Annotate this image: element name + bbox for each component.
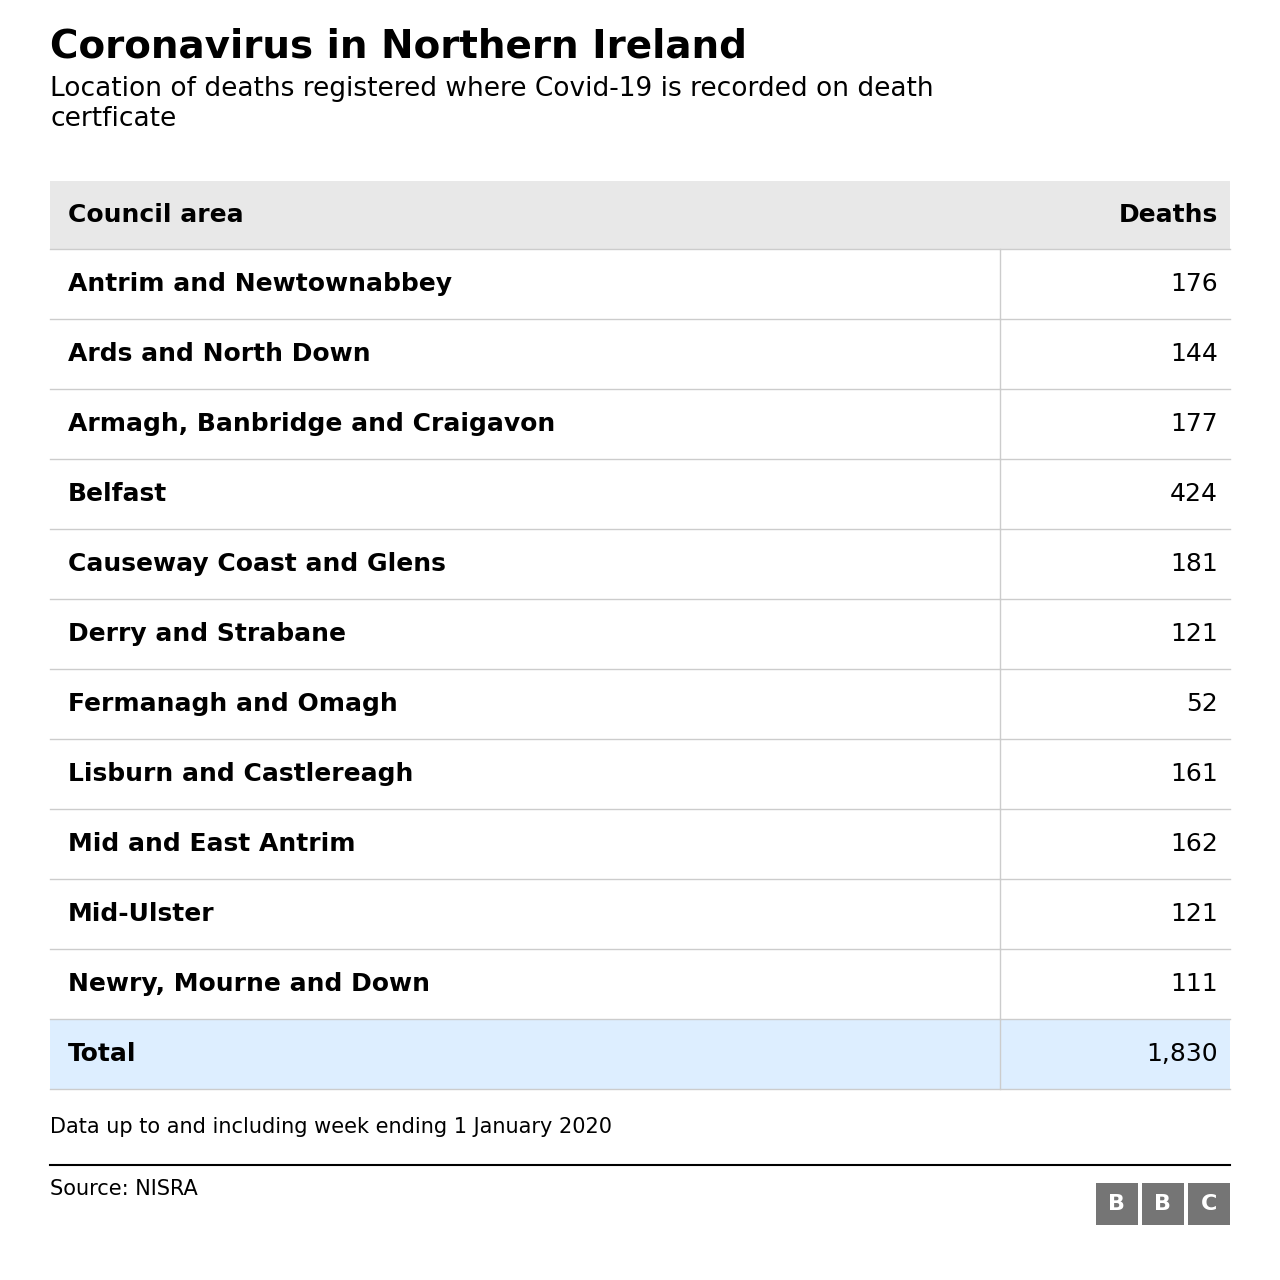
Text: Council area: Council area <box>68 204 243 227</box>
Text: Coronavirus in Northern Ireland: Coronavirus in Northern Ireland <box>50 28 748 67</box>
Bar <box>50 739 1230 809</box>
Text: Armagh, Banbridge and Craigavon: Armagh, Banbridge and Craigavon <box>68 412 556 436</box>
Text: Belfast: Belfast <box>68 483 168 506</box>
Text: 181: 181 <box>1170 552 1219 576</box>
Bar <box>50 948 1230 1019</box>
Text: Location of deaths registered where Covid-19 is recorded on death
certficate: Location of deaths registered where Covi… <box>50 76 933 132</box>
Bar <box>50 529 1230 599</box>
Text: Data up to and including week ending 1 January 2020: Data up to and including week ending 1 J… <box>50 1117 612 1137</box>
Text: 1,830: 1,830 <box>1147 1042 1219 1066</box>
Text: Deaths: Deaths <box>1119 204 1219 227</box>
Text: 177: 177 <box>1170 412 1219 436</box>
Bar <box>50 319 1230 389</box>
Bar <box>50 180 1230 250</box>
Text: 111: 111 <box>1170 972 1219 996</box>
Text: 52: 52 <box>1187 692 1219 716</box>
Text: Derry and Strabane: Derry and Strabane <box>68 622 346 646</box>
Text: Antrim and Newtownabbey: Antrim and Newtownabbey <box>68 271 452 296</box>
Bar <box>1096 1183 1138 1225</box>
Text: 144: 144 <box>1170 342 1219 366</box>
Text: 121: 121 <box>1170 902 1219 925</box>
Text: Ards and North Down: Ards and North Down <box>68 342 371 366</box>
Bar <box>50 809 1230 879</box>
Text: B: B <box>1108 1194 1125 1213</box>
Bar <box>1142 1183 1184 1225</box>
Bar <box>50 1019 1230 1089</box>
Bar <box>50 599 1230 669</box>
Text: 121: 121 <box>1170 622 1219 646</box>
Bar <box>50 879 1230 948</box>
Bar <box>50 250 1230 319</box>
Text: 176: 176 <box>1170 271 1219 296</box>
Text: Fermanagh and Omagh: Fermanagh and Omagh <box>68 692 398 716</box>
Text: 162: 162 <box>1170 832 1219 856</box>
Text: 161: 161 <box>1170 762 1219 786</box>
Bar <box>50 460 1230 529</box>
Text: Lisburn and Castlereagh: Lisburn and Castlereagh <box>68 762 413 786</box>
Text: Mid and East Antrim: Mid and East Antrim <box>68 832 356 856</box>
Text: 424: 424 <box>1170 483 1219 506</box>
Text: Total: Total <box>68 1042 137 1066</box>
Text: C: C <box>1201 1194 1217 1213</box>
Bar <box>50 669 1230 739</box>
Text: B: B <box>1155 1194 1171 1213</box>
Text: Mid-Ulster: Mid-Ulster <box>68 902 215 925</box>
Bar <box>1188 1183 1230 1225</box>
Bar <box>50 389 1230 460</box>
Text: Source: NISRA: Source: NISRA <box>50 1179 197 1199</box>
Text: Causeway Coast and Glens: Causeway Coast and Glens <box>68 552 445 576</box>
Text: Newry, Mourne and Down: Newry, Mourne and Down <box>68 972 430 996</box>
